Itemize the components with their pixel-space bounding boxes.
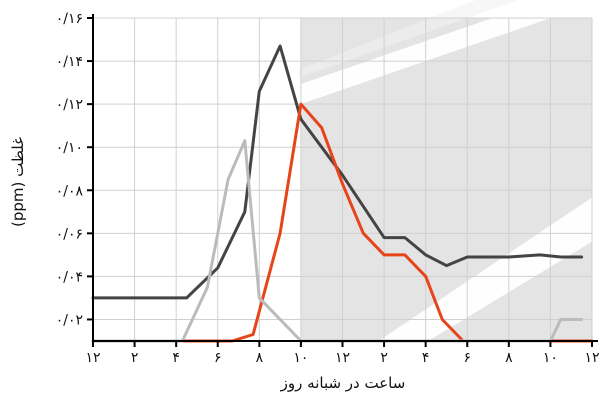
x-tick-label: ۴	[172, 350, 180, 366]
y-tick-label: ۰/۱۰	[56, 140, 83, 156]
series-line-2	[91, 102, 594, 343]
y-axis-label: غلظت (ppm)	[9, 137, 27, 227]
x-tick-label: ۱۰	[543, 350, 558, 366]
axes	[87, 14, 598, 347]
y-tick-label: ۰/۰۲	[56, 312, 83, 328]
x-tick-labels: ۱۲ ۲ ۴ ۶ ۸ ۱۰ ۱۲ ۲ ۴ ۶ ۸ ۱۰ ۱۲	[85, 350, 599, 366]
x-tick-label: ۲	[131, 350, 139, 366]
y-tick-label: ۰/۱۶	[56, 11, 83, 27]
series-lines	[91, 44, 594, 343]
x-tick-label: ۱۲	[85, 350, 100, 366]
shade-band	[298, 0, 603, 105]
x-tick-label: ۸	[256, 350, 264, 366]
shade-band	[298, 0, 519, 78]
y-tick-label: ۰/۰۸	[56, 183, 84, 199]
series-line-1	[91, 44, 584, 300]
x-tick-label: ۸	[505, 350, 513, 366]
y-tick-label: ۰/۱۴	[56, 54, 83, 70]
series-line-3	[91, 139, 584, 343]
y-tick-labels: ۰/۰۲ ۰/۰۴ ۰/۰۶ ۰/۰۸ ۰/۱۰ ۰/۱۲ ۰/۱۴ ۰/۱۶	[56, 11, 84, 328]
y-tick-label: ۰/۰۶	[56, 226, 83, 242]
y-tick-label: ۰/۰۴	[56, 269, 83, 285]
x-tick-label: ۲	[380, 350, 388, 366]
x-tick-label: ۶	[214, 350, 222, 366]
x-tick-label: ۱۰	[293, 350, 308, 366]
y-tick-label: ۰/۱۲	[56, 97, 83, 113]
x-axis-label: ساعت در شبانه روز	[280, 374, 406, 392]
x-tick-label: ۱۲	[584, 350, 599, 366]
x-tick-label: ۶	[463, 350, 471, 366]
x-tick-label: ۴	[422, 350, 430, 366]
grid	[92, 17, 593, 341]
x-tick-label: ۱۲	[335, 350, 350, 366]
